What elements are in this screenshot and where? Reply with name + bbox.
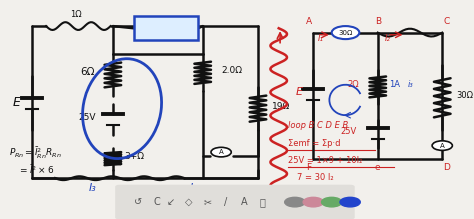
- Text: 2Ω: 2Ω: [348, 80, 359, 89]
- Circle shape: [321, 197, 342, 207]
- Text: ⬛: ⬛: [260, 197, 265, 207]
- Text: 1Ω: 1Ω: [70, 10, 82, 19]
- Text: 3+Ω: 3+Ω: [124, 152, 145, 161]
- Text: E: E: [12, 96, 20, 109]
- Text: 30Ω: 30Ω: [338, 30, 353, 36]
- FancyBboxPatch shape: [115, 185, 355, 219]
- Circle shape: [303, 197, 323, 207]
- Text: A: A: [241, 197, 247, 207]
- Text: ◇: ◇: [185, 197, 192, 207]
- Text: 1A: 1A: [389, 80, 400, 89]
- Circle shape: [340, 197, 360, 207]
- Text: A: A: [219, 149, 224, 155]
- Text: i₃: i₃: [408, 80, 413, 89]
- Bar: [134, 16, 198, 40]
- Text: 2.0Ω: 2.0Ω: [221, 66, 242, 75]
- Text: D: D: [443, 162, 450, 171]
- Text: ↺: ↺: [134, 197, 142, 207]
- Text: ↙: ↙: [166, 197, 174, 207]
- Text: A: A: [306, 17, 312, 26]
- Text: 10Ω: 10Ω: [155, 23, 177, 33]
- Text: E: E: [296, 87, 303, 97]
- Text: I₃: I₃: [88, 183, 96, 193]
- Text: 19Ω: 19Ω: [272, 102, 290, 111]
- Text: e: e: [375, 162, 381, 171]
- Text: I₂: I₂: [385, 34, 391, 43]
- Text: I₂: I₂: [190, 183, 197, 193]
- Text: F: F: [306, 162, 311, 171]
- Circle shape: [285, 197, 305, 207]
- Text: ✂: ✂: [203, 197, 211, 207]
- Text: C: C: [153, 197, 160, 207]
- Text: $= \bar{I}^2 \times 6$: $= \bar{I}^2 \times 6$: [18, 163, 55, 176]
- Circle shape: [211, 147, 231, 157]
- Text: 25V: 25V: [341, 127, 357, 136]
- Text: B: B: [374, 17, 381, 26]
- Text: 7 = 30 I₂: 7 = 30 I₂: [297, 173, 334, 182]
- Text: $P_{Rn} = \bar{I}^{2}_{Rn}R_{Rn}$: $P_{Rn} = \bar{I}^{2}_{Rn}R_{Rn}$: [9, 146, 62, 161]
- Text: 6Ω: 6Ω: [80, 67, 95, 77]
- Text: loop B C D E B: loop B C D E B: [288, 121, 348, 130]
- Text: 25V = 1×9 + 10I₂: 25V = 1×9 + 10I₂: [288, 156, 362, 165]
- Text: A: A: [440, 143, 445, 149]
- Circle shape: [432, 141, 452, 150]
- Text: 25V: 25V: [79, 113, 96, 122]
- Text: 30Ω: 30Ω: [456, 91, 473, 100]
- Text: I₁: I₁: [318, 34, 324, 43]
- Circle shape: [332, 26, 359, 39]
- Text: /: /: [224, 197, 228, 207]
- Text: Σemf = Σp·d: Σemf = Σp·d: [288, 139, 340, 148]
- Text: C: C: [444, 17, 450, 26]
